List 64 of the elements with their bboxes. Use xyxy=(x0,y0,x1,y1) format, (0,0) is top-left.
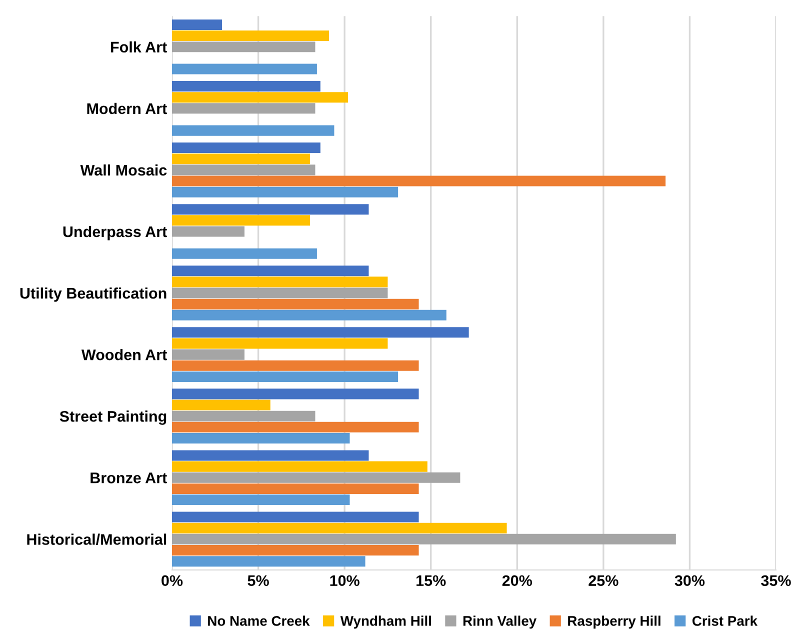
bar xyxy=(172,472,460,483)
legend-label: Raspberry Hill xyxy=(568,616,660,629)
bar xyxy=(172,522,507,534)
y-tick-label: Historical/Memorial xyxy=(27,534,166,546)
legend-label: Crist Park xyxy=(692,616,758,626)
x-tick-label: 20% xyxy=(502,575,532,586)
bar xyxy=(172,298,419,310)
bar xyxy=(172,266,369,276)
x-tick-label: 10% xyxy=(330,575,360,586)
y-tick-label: Street Painting xyxy=(60,410,166,425)
y-tick-label: Modern Art xyxy=(87,102,167,114)
bar xyxy=(172,186,398,198)
bar xyxy=(172,276,388,288)
bar xyxy=(172,338,388,349)
y-tick-label: Utility Beautification xyxy=(20,287,166,302)
bar xyxy=(172,400,270,410)
bar xyxy=(172,544,419,556)
bar xyxy=(172,432,350,444)
bar xyxy=(172,215,310,226)
x-tick-label: 30% xyxy=(674,575,705,586)
legend-label: Wyndham Hill xyxy=(340,616,431,629)
bar xyxy=(172,142,320,154)
y-tick-label: Folk Art xyxy=(111,41,167,53)
bar xyxy=(172,310,446,320)
legend-label: Rinn Valley xyxy=(463,616,537,629)
bar xyxy=(172,349,244,360)
bar xyxy=(172,248,317,259)
bar xyxy=(172,556,366,567)
x-tick-label: 35% xyxy=(761,575,791,586)
legend-label: No Name Creek xyxy=(208,616,310,626)
bar xyxy=(172,80,320,92)
bar xyxy=(172,176,666,186)
y-tick-label: Wooden Art xyxy=(81,349,167,360)
bar xyxy=(172,534,676,544)
bar xyxy=(172,19,222,30)
bar xyxy=(172,450,369,461)
x-tick-label: 0% xyxy=(162,575,183,586)
bar xyxy=(172,371,398,382)
bar xyxy=(172,164,316,176)
x-tick-label: 5% xyxy=(248,575,269,586)
y-tick-label: Bronze Art xyxy=(90,472,167,484)
y-tick-label: Wall Mosaic xyxy=(80,164,167,176)
bar xyxy=(172,125,334,136)
x-tick-label: 15% xyxy=(416,575,446,586)
bar xyxy=(172,42,316,52)
bar xyxy=(172,64,317,74)
bar xyxy=(172,92,348,103)
bar xyxy=(172,512,419,522)
bar xyxy=(172,226,244,237)
bar xyxy=(172,410,316,422)
bar xyxy=(172,494,350,506)
y-tick-label: Underpass Art xyxy=(63,226,167,240)
bar xyxy=(172,461,428,472)
bar xyxy=(172,388,419,400)
bar xyxy=(172,204,369,215)
bar xyxy=(172,422,419,432)
bar xyxy=(172,360,419,371)
bar xyxy=(172,30,330,42)
bar xyxy=(172,327,469,338)
bar xyxy=(172,103,316,114)
bar xyxy=(172,483,419,494)
x-tick-label: 25% xyxy=(588,575,618,586)
bar xyxy=(172,154,310,164)
bar xyxy=(172,288,388,298)
